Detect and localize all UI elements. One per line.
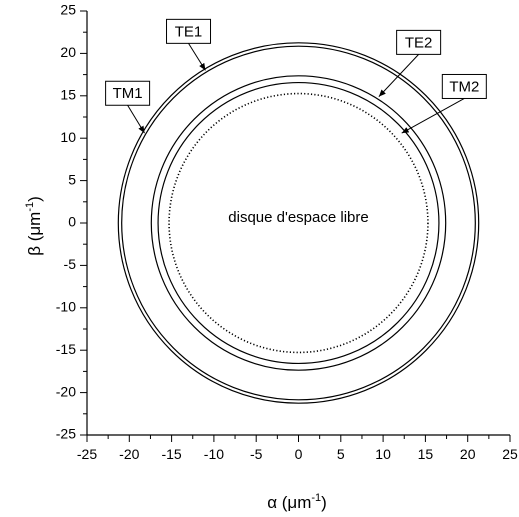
callout-tm2-label: TM2 [449,78,479,95]
y-tick-label: 5 [68,171,76,187]
x-tick-label: 25 [502,446,518,462]
y-tick-label: -10 [56,299,76,315]
y-tick-label: -25 [56,426,76,442]
y-tick-label: -20 [56,383,76,399]
annotation-label: disque d'espace libre [228,209,368,226]
callout-tm1-box [105,80,151,106]
series-te2-circle [150,75,447,371]
callout-te1-box [166,18,212,44]
series-free-space-disc-circle [168,92,429,354]
x-tick-label: 10 [375,446,391,462]
callout-te2-label: TE2 [405,34,433,51]
x-tick-label: -5 [250,446,263,462]
x-tick-label: -10 [204,446,224,462]
x-tick-label: -25 [77,446,97,462]
y-axis-title: β (μm-1) [24,196,44,256]
y-tick-label: -5 [64,256,77,272]
callout-te1-label: TE1 [175,23,203,40]
y-tick-label: 10 [60,129,76,145]
callout-te1-arrow [188,43,206,71]
callout-tm2-box [441,73,487,99]
x-tick-label: -20 [119,446,139,462]
series-tm2-circle [157,81,440,365]
x-tick-label: 5 [337,446,345,462]
callout-te2-arrow [378,54,419,97]
series-te1-circle [117,42,480,404]
callout-te2-box [396,29,442,55]
x-tick-label: 0 [295,446,303,462]
y-tick-label: 15 [60,87,76,103]
x-axis-title: α (μm-1) [267,492,327,512]
y-tick-label: -15 [56,341,76,357]
callout-tm2-arrow [401,98,465,134]
callout-tm1-label: TM1 [113,85,143,102]
series-tm1-circle [121,45,476,401]
y-tick-label: 0 [68,214,76,230]
callout-tm1-arrow [127,104,145,134]
y-tick-label: 25 [60,2,76,18]
x-tick-label: 20 [460,446,476,462]
x-tick-label: -15 [161,446,181,462]
plot-area: disque d'espace libre TE1 TM1 TE2 TM2 [105,18,487,404]
axes: -25 -20 -15 -10 -5 0 5 10 15 20 25 25 20 15 10 5 0 -5 -10 -… [56,2,518,462]
x-tick-label: 15 [418,446,434,462]
y-tick-label: 20 [60,44,76,60]
